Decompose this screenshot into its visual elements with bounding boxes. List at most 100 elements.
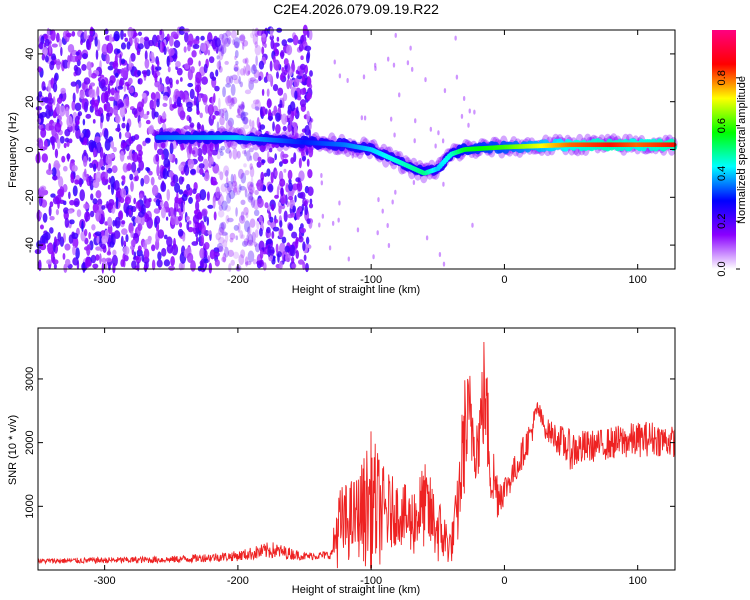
noise-speckle bbox=[394, 32, 397, 38]
noise-speckle bbox=[49, 136, 56, 144]
noise-speckle bbox=[44, 34, 48, 40]
noise-speckle bbox=[53, 74, 58, 85]
noise-speckle bbox=[241, 240, 248, 247]
noise-speckle bbox=[412, 180, 416, 186]
noise-speckle bbox=[122, 67, 129, 79]
noise-speckle bbox=[283, 58, 289, 66]
noise-speckle bbox=[250, 176, 254, 186]
noise-speckle bbox=[252, 33, 259, 45]
noise-speckle bbox=[386, 222, 389, 228]
noise-speckle bbox=[89, 174, 92, 187]
spectrogram-y-ticks: -40 -20 0 20 40 bbox=[24, 48, 675, 253]
noise-speckle bbox=[234, 49, 239, 59]
noise-speckle bbox=[171, 243, 179, 256]
noise-speckle bbox=[278, 205, 282, 215]
noise-speckle bbox=[231, 74, 238, 81]
noise-speckle bbox=[251, 103, 256, 109]
noise-speckle bbox=[60, 46, 63, 57]
noise-speckle bbox=[263, 172, 268, 177]
noise-speckle bbox=[268, 147, 273, 153]
noise-speckle bbox=[72, 123, 76, 134]
noise-speckle bbox=[235, 181, 238, 193]
noise-speckle bbox=[473, 109, 476, 115]
noise-speckle bbox=[108, 96, 116, 102]
noise-speckle bbox=[214, 259, 220, 267]
noise-speckle bbox=[468, 108, 471, 114]
noise-speckle bbox=[443, 88, 447, 94]
noise-speckle bbox=[227, 249, 234, 258]
noise-speckle bbox=[296, 209, 301, 220]
noise-speckle bbox=[286, 44, 293, 56]
noise-speckle bbox=[99, 253, 102, 265]
noise-speckle bbox=[107, 224, 113, 235]
noise-speckle bbox=[208, 262, 213, 274]
noise-speckle bbox=[163, 158, 171, 168]
x-tick-label: -300 bbox=[94, 575, 116, 587]
noise-speckle bbox=[220, 46, 225, 57]
y-tick-label: 1000 bbox=[24, 494, 36, 518]
noise-speckle bbox=[195, 236, 199, 244]
noise-speckle bbox=[100, 243, 107, 250]
noise-speckle bbox=[63, 263, 68, 273]
noise-speckle bbox=[39, 211, 43, 218]
noise-speckle bbox=[93, 147, 96, 158]
noise-speckle bbox=[63, 207, 69, 214]
noise-speckle bbox=[216, 108, 222, 116]
noise-speckle bbox=[253, 209, 260, 217]
noise-speckle bbox=[298, 206, 302, 212]
noise-speckle bbox=[73, 198, 80, 208]
noise-speckle bbox=[289, 68, 293, 76]
noise-speckle bbox=[209, 249, 216, 260]
noise-speckle bbox=[161, 247, 167, 257]
noise-speckle bbox=[279, 74, 284, 81]
noise-speckle bbox=[233, 78, 240, 84]
noise-speckle bbox=[462, 96, 466, 102]
noise-speckle bbox=[178, 215, 182, 222]
noise-speckle bbox=[246, 234, 249, 243]
noise-speckle bbox=[157, 251, 162, 261]
noise-speckle bbox=[103, 103, 107, 112]
noise-speckle bbox=[144, 50, 148, 61]
noise-speckle bbox=[216, 55, 220, 60]
noise-speckle bbox=[55, 208, 59, 216]
noise-speckle bbox=[241, 42, 245, 51]
noise-speckle bbox=[279, 228, 284, 238]
noise-speckle bbox=[218, 48, 224, 61]
noise-speckle bbox=[241, 234, 245, 239]
noise-speckle bbox=[58, 176, 64, 188]
noise-speckle bbox=[83, 137, 88, 146]
noise-speckle bbox=[454, 35, 457, 41]
noise-speckle bbox=[308, 121, 312, 131]
noise-speckle bbox=[137, 78, 141, 85]
noise-speckle bbox=[230, 97, 234, 105]
noise-speckle bbox=[90, 193, 94, 201]
noise-speckle bbox=[124, 131, 131, 139]
noise-speckle bbox=[68, 138, 73, 144]
noise-speckle bbox=[124, 37, 129, 42]
noise-speckle bbox=[238, 183, 242, 193]
noise-speckle bbox=[266, 226, 271, 234]
noise-speckle bbox=[126, 41, 131, 50]
noise-speckle bbox=[85, 113, 92, 119]
noise-speckle bbox=[224, 110, 229, 122]
noise-speckle bbox=[391, 199, 394, 205]
noise-speckle bbox=[38, 259, 42, 272]
noise-speckle bbox=[184, 63, 190, 70]
noise-speckle bbox=[174, 182, 181, 193]
noise-speckle bbox=[185, 216, 190, 221]
noise-speckle bbox=[137, 223, 143, 231]
noise-speckle bbox=[242, 58, 248, 64]
noise-speckle bbox=[59, 236, 65, 247]
noise-speckle bbox=[338, 73, 342, 79]
noise-speckle bbox=[218, 236, 225, 245]
noise-speckle bbox=[136, 51, 141, 56]
noise-speckle bbox=[107, 184, 111, 190]
noise-speckle bbox=[292, 34, 299, 46]
noise-speckle bbox=[228, 189, 236, 200]
noise-speckle bbox=[219, 151, 224, 157]
noise-speckle bbox=[227, 37, 232, 45]
noise-speckle bbox=[76, 59, 81, 67]
noise-speckle bbox=[192, 188, 197, 195]
noise-speckle bbox=[105, 164, 109, 171]
noise-speckle bbox=[70, 175, 75, 184]
